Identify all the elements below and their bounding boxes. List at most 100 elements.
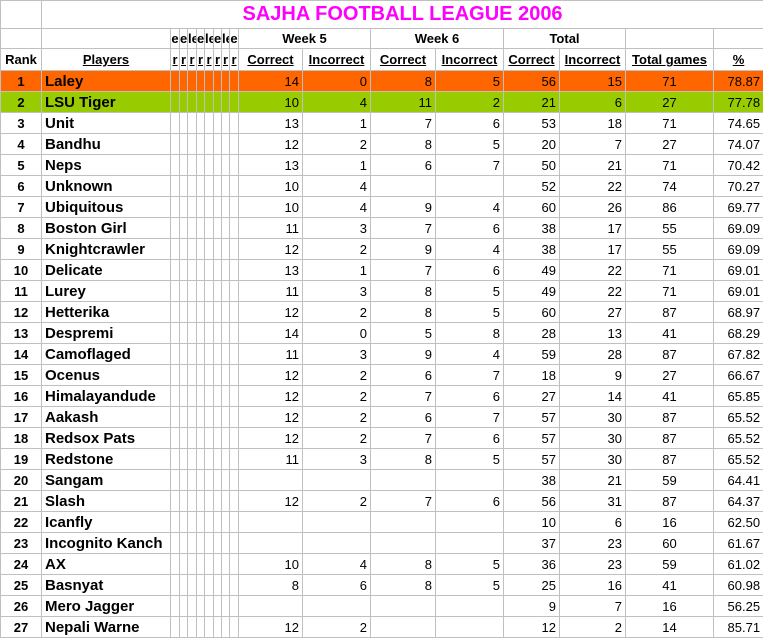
w6-incorrect-cell[interactable]: 5 xyxy=(436,134,504,155)
narrow-week-header[interactable]: le xyxy=(188,29,197,49)
empty-cell[interactable] xyxy=(714,29,763,49)
w5-correct-cell[interactable]: 14 xyxy=(239,323,303,344)
narrow-cell[interactable] xyxy=(214,554,222,575)
total-incorrect-cell[interactable]: 18 xyxy=(560,113,626,134)
narrow-cell[interactable] xyxy=(171,260,180,281)
w6-incorrect-cell[interactable]: 6 xyxy=(436,218,504,239)
player-name-cell[interactable]: Delicate xyxy=(42,260,171,281)
rank-cell[interactable]: 5 xyxy=(1,155,42,176)
narrow-cell[interactable] xyxy=(180,554,188,575)
narrow-cell[interactable] xyxy=(188,575,197,596)
narrow-cell[interactable] xyxy=(230,512,239,533)
narrow-cell[interactable] xyxy=(230,407,239,428)
w6-incorrect-cell[interactable] xyxy=(436,533,504,554)
w5-correct-cell[interactable]: 13 xyxy=(239,260,303,281)
w6-correct-cell[interactable] xyxy=(371,470,436,491)
narrow-cell[interactable] xyxy=(230,239,239,260)
w5-correct-cell[interactable]: 12 xyxy=(239,365,303,386)
narrow-cell[interactable] xyxy=(214,533,222,554)
narrow-sub-header[interactable]: r xyxy=(230,49,239,71)
rank-cell[interactable]: 10 xyxy=(1,260,42,281)
total-correct-cell[interactable]: 12 xyxy=(504,617,560,638)
narrow-cell[interactable] xyxy=(188,344,197,365)
narrow-cell[interactable] xyxy=(230,260,239,281)
narrow-cell[interactable] xyxy=(197,134,205,155)
w5-incorrect-cell[interactable]: 2 xyxy=(303,617,371,638)
w6-correct-cell[interactable]: 9 xyxy=(371,344,436,365)
narrow-cell[interactable] xyxy=(171,113,180,134)
narrow-cell[interactable] xyxy=(205,176,214,197)
narrow-cell[interactable] xyxy=(197,197,205,218)
rank-cell[interactable]: 22 xyxy=(1,512,42,533)
narrow-cell[interactable] xyxy=(205,281,214,302)
narrow-cell[interactable] xyxy=(222,323,230,344)
total-incorrect-cell[interactable]: 17 xyxy=(560,239,626,260)
narrow-cell[interactable] xyxy=(171,575,180,596)
total-games-cell[interactable]: 74 xyxy=(626,176,714,197)
narrow-cell[interactable] xyxy=(180,344,188,365)
w6-incorrect-cell[interactable]: 7 xyxy=(436,407,504,428)
narrow-cell[interactable] xyxy=(230,491,239,512)
total-incorrect-cell[interactable]: 13 xyxy=(560,323,626,344)
w5-incorrect-cell[interactable]: 1 xyxy=(303,155,371,176)
player-name-cell[interactable]: Ubiquitous xyxy=(42,197,171,218)
percent-cell[interactable]: 74.07 xyxy=(714,134,763,155)
narrow-cell[interactable] xyxy=(188,386,197,407)
narrow-cell[interactable] xyxy=(171,617,180,638)
w5-incorrect-cell[interactable]: 1 xyxy=(303,260,371,281)
percent-cell[interactable]: 78.87 xyxy=(714,71,763,92)
narrow-week-header[interactable]: e xyxy=(214,29,222,49)
total-incorrect-cell[interactable]: 17 xyxy=(560,218,626,239)
player-name-cell[interactable]: Camoflaged xyxy=(42,344,171,365)
player-name-cell[interactable]: Boston Girl xyxy=(42,218,171,239)
total-games-cell[interactable]: 55 xyxy=(626,218,714,239)
narrow-cell[interactable] xyxy=(188,113,197,134)
w5-correct-cell[interactable]: 12 xyxy=(239,617,303,638)
w6-incorrect-cell[interactable]: 6 xyxy=(436,260,504,281)
total-correct-cell[interactable]: 38 xyxy=(504,218,560,239)
narrow-cell[interactable] xyxy=(171,365,180,386)
player-name-cell[interactable]: AX xyxy=(42,554,171,575)
w6-correct-cell[interactable] xyxy=(371,533,436,554)
w6-correct-cell[interactable]: 8 xyxy=(371,449,436,470)
narrow-cell[interactable] xyxy=(171,512,180,533)
rank-cell[interactable]: 2 xyxy=(1,92,42,113)
narrow-cell[interactable] xyxy=(214,617,222,638)
player-name-cell[interactable]: Redstone xyxy=(42,449,171,470)
w6-correct-cell[interactable]: 7 xyxy=(371,386,436,407)
total-games-cell[interactable]: 87 xyxy=(626,491,714,512)
narrow-cell[interactable] xyxy=(214,386,222,407)
w6-correct-cell[interactable]: 7 xyxy=(371,113,436,134)
w6-incorrect-cell[interactable]: 7 xyxy=(436,365,504,386)
header-total-games[interactable]: Total games xyxy=(626,49,714,71)
total-games-cell[interactable]: 59 xyxy=(626,470,714,491)
total-games-cell[interactable]: 41 xyxy=(626,575,714,596)
rank-cell[interactable]: 26 xyxy=(1,596,42,617)
w6-correct-cell[interactable] xyxy=(371,596,436,617)
narrow-cell[interactable] xyxy=(180,281,188,302)
w6-incorrect-cell[interactable]: 5 xyxy=(436,575,504,596)
narrow-cell[interactable] xyxy=(214,260,222,281)
w5-incorrect-cell[interactable]: 2 xyxy=(303,407,371,428)
narrow-cell[interactable] xyxy=(180,617,188,638)
w5-correct-cell[interactable]: 14 xyxy=(239,71,303,92)
narrow-cell[interactable] xyxy=(205,365,214,386)
w5-correct-cell[interactable]: 11 xyxy=(239,449,303,470)
w5-correct-cell[interactable]: 11 xyxy=(239,344,303,365)
rank-cell[interactable]: 4 xyxy=(1,134,42,155)
w6-correct-cell[interactable]: 6 xyxy=(371,365,436,386)
percent-cell[interactable]: 60.98 xyxy=(714,575,763,596)
week6-header[interactable]: Week 6 xyxy=(371,29,504,49)
rank-cell[interactable]: 8 xyxy=(1,218,42,239)
player-name-cell[interactable]: Laley xyxy=(42,71,171,92)
narrow-cell[interactable] xyxy=(197,533,205,554)
total-incorrect-cell[interactable]: 9 xyxy=(560,365,626,386)
narrow-cell[interactable] xyxy=(205,134,214,155)
narrow-cell[interactable] xyxy=(222,71,230,92)
narrow-cell[interactable] xyxy=(230,575,239,596)
rank-cell[interactable]: 21 xyxy=(1,491,42,512)
w6-incorrect-cell[interactable]: 4 xyxy=(436,197,504,218)
w5-incorrect-cell[interactable]: 3 xyxy=(303,344,371,365)
percent-cell[interactable]: 70.42 xyxy=(714,155,763,176)
narrow-cell[interactable] xyxy=(197,365,205,386)
